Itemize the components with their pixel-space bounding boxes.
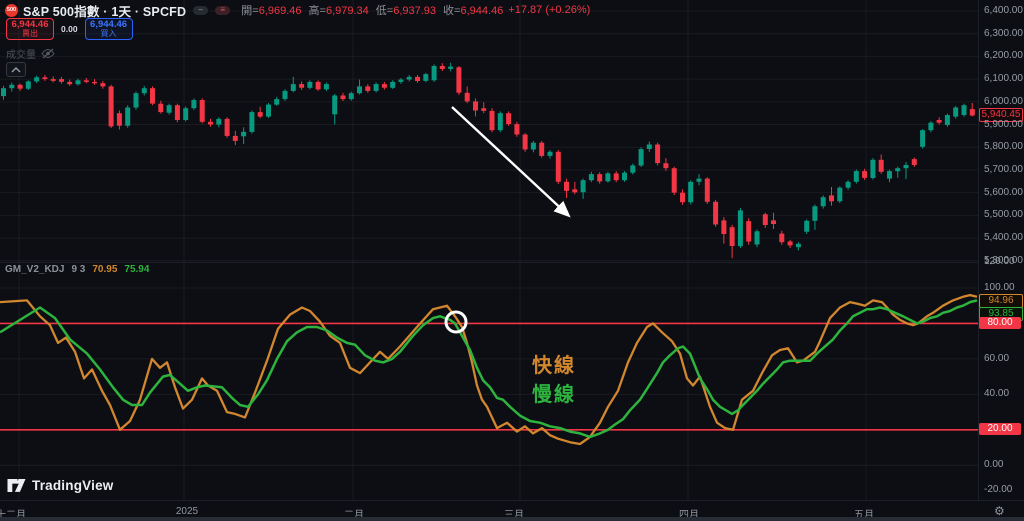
tradingview-logo-text: TradingView: [32, 478, 114, 493]
price-axis-label: 5,700.00: [984, 164, 1023, 175]
buy-price: 6,944.46: [90, 19, 128, 30]
time-axis[interactable]: ⚙ 十二月 2025 二月 三月 四月 五月: [0, 500, 1024, 521]
kdj-axis-label: 120.00: [984, 256, 1015, 267]
legend-menu-icon[interactable]: ≡: [215, 5, 231, 15]
axis-settings-gear-icon[interactable]: ⚙: [994, 504, 1005, 518]
pane-divider[interactable]: [0, 262, 978, 263]
kdj-d-value: 75.94: [124, 264, 150, 275]
volume-legend[interactable]: 成交量: [6, 46, 55, 61]
price-axis-label: 5,900.00: [984, 118, 1023, 130]
price-axis-label: 6,300.00: [984, 27, 1023, 39]
kdj-axis-label: 40.00: [984, 388, 1010, 400]
time-axis-label: 五月: [854, 510, 874, 521]
time-axis-label: 二月: [344, 510, 364, 521]
chevron-up-icon: [11, 66, 21, 72]
kdj-params: 9 3: [71, 264, 86, 275]
buy-button[interactable]: 6,944.46 買入: [84, 18, 133, 40]
kdj-slow-line[interactable]: [0, 299, 978, 439]
time-axis-label: 四月: [679, 510, 699, 521]
trade-panel: 6,944.46 賣出 0.00 6,944.46 買入: [6, 18, 133, 40]
time-axis-label: 三月: [504, 510, 524, 521]
price-axis-label: 6,400.00: [984, 5, 1023, 16]
hide-legend-icon[interactable]: –: [193, 5, 209, 15]
price-axis-label: 5,800.00: [984, 141, 1023, 153]
price-axis-label: 5,500.00: [984, 209, 1023, 221]
ohlc-value: 6,969.46: [258, 5, 302, 17]
spread-value: 0.00: [61, 24, 78, 34]
kdj-axis-label: 100.00: [984, 282, 1015, 293]
price-axis-label: 6,100.00: [984, 73, 1023, 85]
downtrend-arrow-annotation[interactable]: [451, 106, 571, 218]
fast-line-annotation: 快線: [532, 355, 576, 377]
price-axis-label: 6,200.00: [984, 50, 1023, 62]
price-axis-border: [978, 0, 979, 500]
price-axis-label: 5,300.00: [984, 254, 1023, 266]
tradingview-logo[interactable]: TradingView: [7, 478, 113, 493]
pane-collapse-button[interactable]: [6, 62, 26, 77]
sell-button[interactable]: 6,944.46 賣出: [6, 18, 54, 40]
kdj-axis-label: 60.00: [984, 352, 1010, 364]
ohlc-value: 6,944.46: [460, 5, 504, 17]
price-axis-label: 6,000.00: [984, 95, 1023, 107]
ohlc-label: 高=: [308, 5, 326, 17]
price-axis-label: 5,400.00: [984, 232, 1023, 244]
ohlc-values: 開=6,969.46 高=6,979.34 低=6,937.93 收=6,944.46: [241, 2, 503, 18]
slow-line-annotation: 慢線: [532, 384, 576, 406]
symbol-logo-badge: 500: [5, 3, 18, 17]
symbol-legend: 500 S&P 500指數 · 1天 · SPCFD – ≡ 開=6,969.4…: [5, 2, 591, 19]
sell-price: 6,944.46: [11, 19, 49, 30]
ohlc-label: 低=: [375, 5, 394, 17]
candlestick-series: [1, 62, 975, 259]
last-price-label: 5,940.45: [979, 108, 1023, 122]
kdj-axis-label: -20.00: [984, 484, 1013, 495]
eye-off-icon[interactable]: [41, 48, 55, 59]
symbol-title[interactable]: S&P 500指數 · 1天 · SPCFD: [23, 4, 187, 19]
kdj-axis-label: 0.00: [984, 459, 1004, 471]
ohlc-value: 6,937.93: [393, 5, 437, 17]
time-axis-label: 十二月: [0, 510, 26, 521]
kdj-fast-line[interactable]: [0, 293, 978, 446]
kdj-name: GM_V2_KDJ: [5, 264, 65, 275]
volume-label: 成交量: [6, 50, 36, 61]
time-axis-label: 2025: [175, 506, 199, 517]
tradingview-logo-icon: [7, 479, 26, 492]
gridlines: [0, 0, 978, 500]
price-axis-label: 5,600.00: [984, 186, 1023, 198]
bottom-scroll-strip[interactable]: [0, 517, 1024, 521]
sell-label: 賣出: [22, 29, 38, 38]
ohlc-value: 6,979.34: [325, 5, 369, 17]
kdj-k-value: 70.95: [92, 264, 118, 275]
price-change: +17.87 (+0.26%): [508, 4, 591, 16]
kdj-indicator-legend[interactable]: GM_V2_KDJ 9 3 70.95 75.94: [5, 264, 149, 275]
kdj-upper-level-label: 80.00: [979, 317, 1021, 329]
buy-label: 買入: [100, 29, 117, 38]
crossover-circle-annotation[interactable]: [444, 310, 468, 334]
kdj-k-axis-label: 94.96: [979, 294, 1023, 308]
kdj-lower-level-label: 20.00: [979, 423, 1021, 435]
ohlc-label: 開=: [241, 5, 259, 17]
ohlc-label: 收=: [443, 5, 461, 17]
